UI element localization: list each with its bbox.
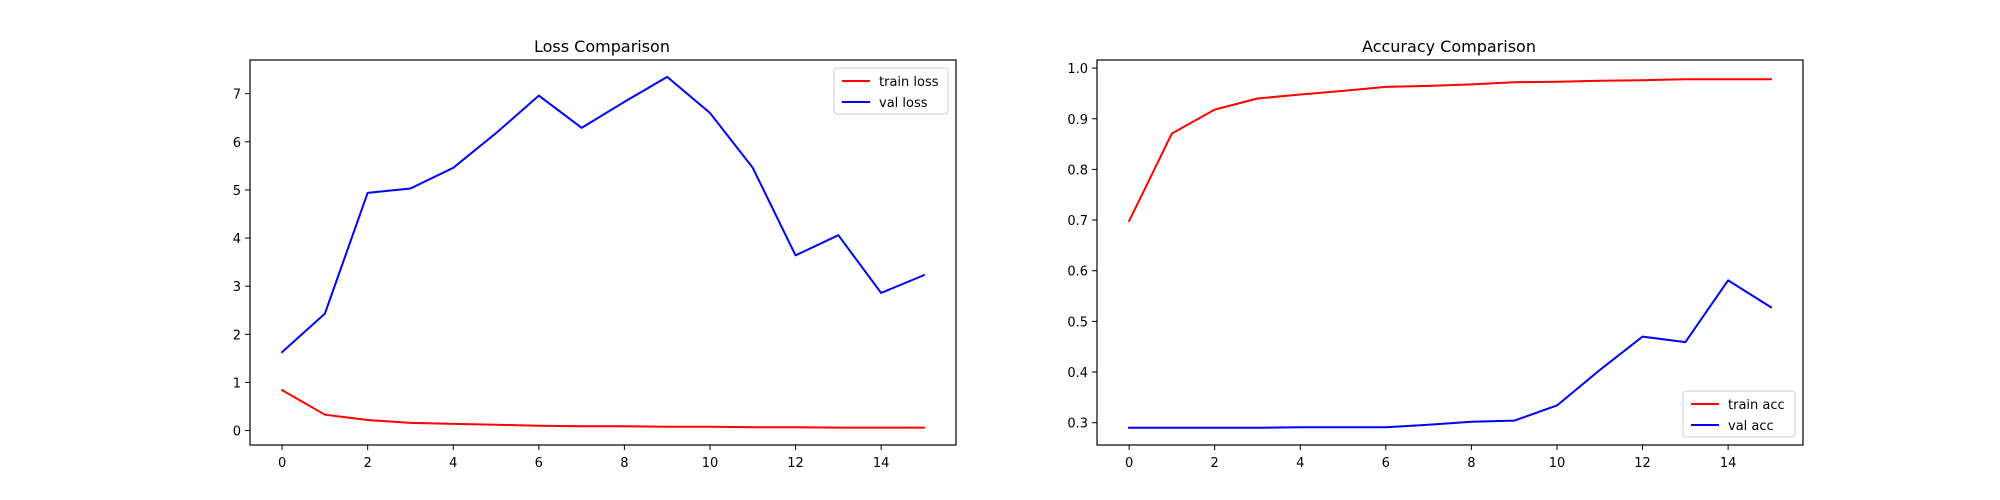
y-tick-label: 6 [233,136,241,151]
x-tick-label: 8 [1467,456,1475,471]
x-tick-label: 10 [1549,456,1566,471]
y-tick-label: 0.3 [1067,417,1088,432]
y-tick-label: 1.0 [1067,62,1088,77]
x-tick-label: 4 [1296,456,1304,471]
y-tick-label: 0.7 [1067,214,1088,229]
y-tick-label: 0 [233,425,241,440]
x-tick-label: 10 [702,456,719,471]
y-tick-label: 0.6 [1067,265,1088,280]
series-line-val-acc [1128,279,1773,429]
x-tick-label: 6 [1382,456,1390,471]
x-tick-label: 14 [873,456,890,471]
chart-title: Accuracy Comparison [1362,37,1536,56]
x-tick-label: 12 [787,456,804,471]
loss-comparison-chart: Loss Comparison 0 2 4 6 8 10 12 1401234567train… [233,37,957,471]
x-tick-label: 8 [620,456,628,471]
y-tick-label: 4 [233,232,241,247]
x-tick-label: 6 [535,456,543,471]
y-tick-label: 0.5 [1067,315,1088,330]
x-tick-label: 4 [449,456,457,471]
x-tick-label: 2 [1211,456,1219,471]
series-line-val-loss [280,75,926,354]
legend: train loss val loss [833,67,949,115]
legend-label: train loss [879,75,939,90]
y-tick-label: 2 [233,328,241,343]
chart-title: Loss Comparison [534,37,670,56]
x-tick-label: 0 [1125,456,1133,471]
y-tick-label: 1 [233,376,241,391]
series-line-train-loss [280,388,925,429]
y-tick-label: 5 [233,184,241,199]
axes-frame [249,59,957,446]
legend-label: val loss [879,96,928,111]
axes-frame [1096,59,1804,446]
x-tick-label: 12 [1634,456,1651,471]
x-tick-label: 2 [364,456,372,471]
y-tick-label: 3 [233,280,241,295]
x-tick-label: 14 [1720,456,1737,471]
legend-label: train acc [1728,398,1785,413]
legend-label: val acc [1728,419,1774,434]
accuracy-comparison-chart: Accuracy Comparison 0 2 4 6 8 10 12 14 0.3 0.4 0.5… [1067,37,1804,471]
y-tick-label: 0.4 [1067,366,1088,381]
y-tick-label: 0.9 [1067,113,1088,128]
y-tick-label: 7 [233,88,241,103]
y-tick-label: 0.8 [1067,163,1088,178]
x-tick-label: 0 [278,456,286,471]
series-line-train-acc [1127,78,1772,223]
legend: train acc val acc [1682,390,1796,438]
